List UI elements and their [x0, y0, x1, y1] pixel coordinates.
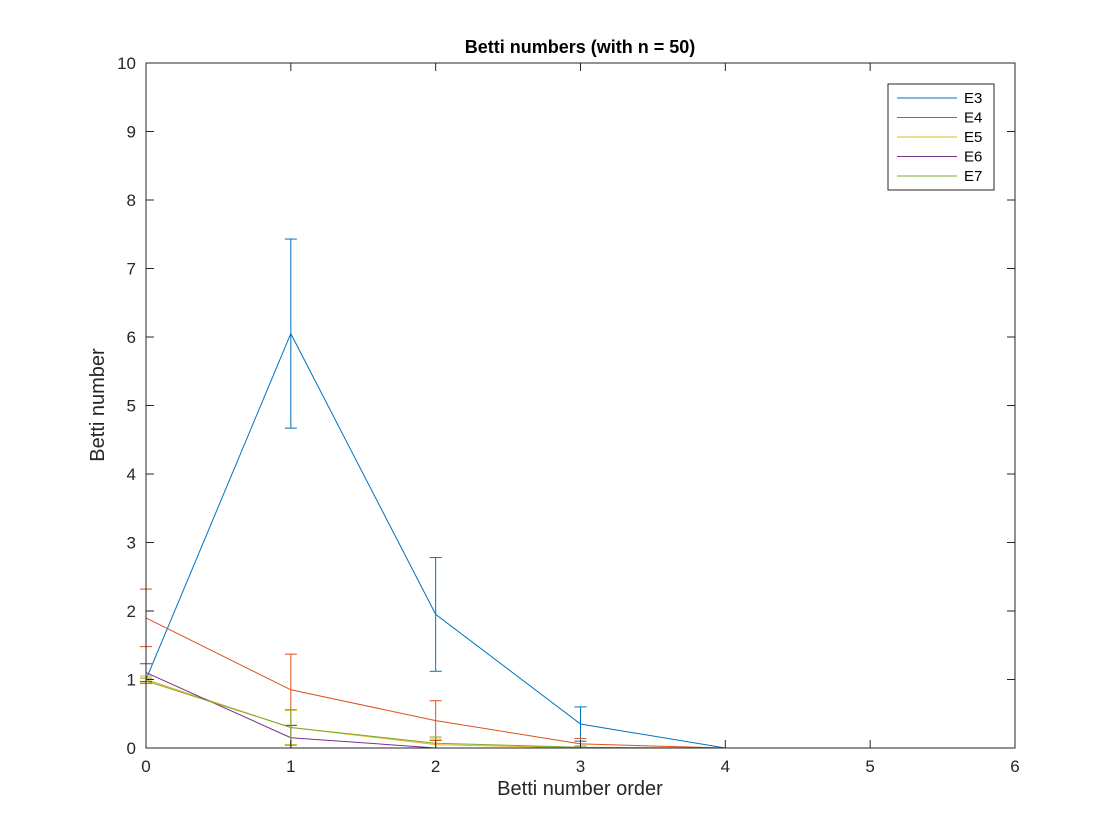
y-tick-label: 8	[127, 191, 136, 210]
x-axis-label: Betti number order	[497, 778, 663, 800]
y-tick-label: 2	[127, 602, 136, 621]
y-tick-label: 1	[127, 671, 136, 690]
legend-label-e3: E3	[964, 90, 982, 107]
plot-area	[146, 63, 1015, 748]
y-tick-label: 7	[127, 260, 136, 279]
y-tick-label: 4	[127, 465, 136, 484]
legend-label-e4: E4	[964, 110, 982, 127]
y-tick-label: 5	[127, 397, 136, 416]
legend-label-e7: E7	[964, 168, 982, 185]
legend-label-e5: E5	[964, 129, 982, 146]
y-tick-label: 10	[117, 54, 136, 73]
x-tick-label: 0	[141, 757, 150, 776]
axis-ticks: 0 1 2 3 4 5 6 0 1 2 3 4 5 6 7 8 9 10	[117, 54, 1020, 776]
y-tick-label: 9	[127, 123, 136, 142]
x-tick-label: 1	[286, 757, 295, 776]
x-tick-label: 2	[431, 757, 440, 776]
y-tick-label: 3	[127, 534, 136, 553]
legend-label-e6: E6	[964, 149, 982, 166]
chart-title: Betti numbers (with n = 50)	[465, 37, 696, 57]
x-tick-label: 5	[865, 757, 874, 776]
y-tick-label: 6	[127, 328, 136, 347]
x-tick-label: 6	[1010, 757, 1019, 776]
x-tick-label: 4	[721, 757, 730, 776]
x-tick-label: 3	[576, 757, 585, 776]
y-tick-label: 0	[127, 739, 136, 758]
y-axis-label: Betti number	[87, 348, 109, 462]
legend: E3 E4 E5 E6 E7	[887, 83, 995, 191]
